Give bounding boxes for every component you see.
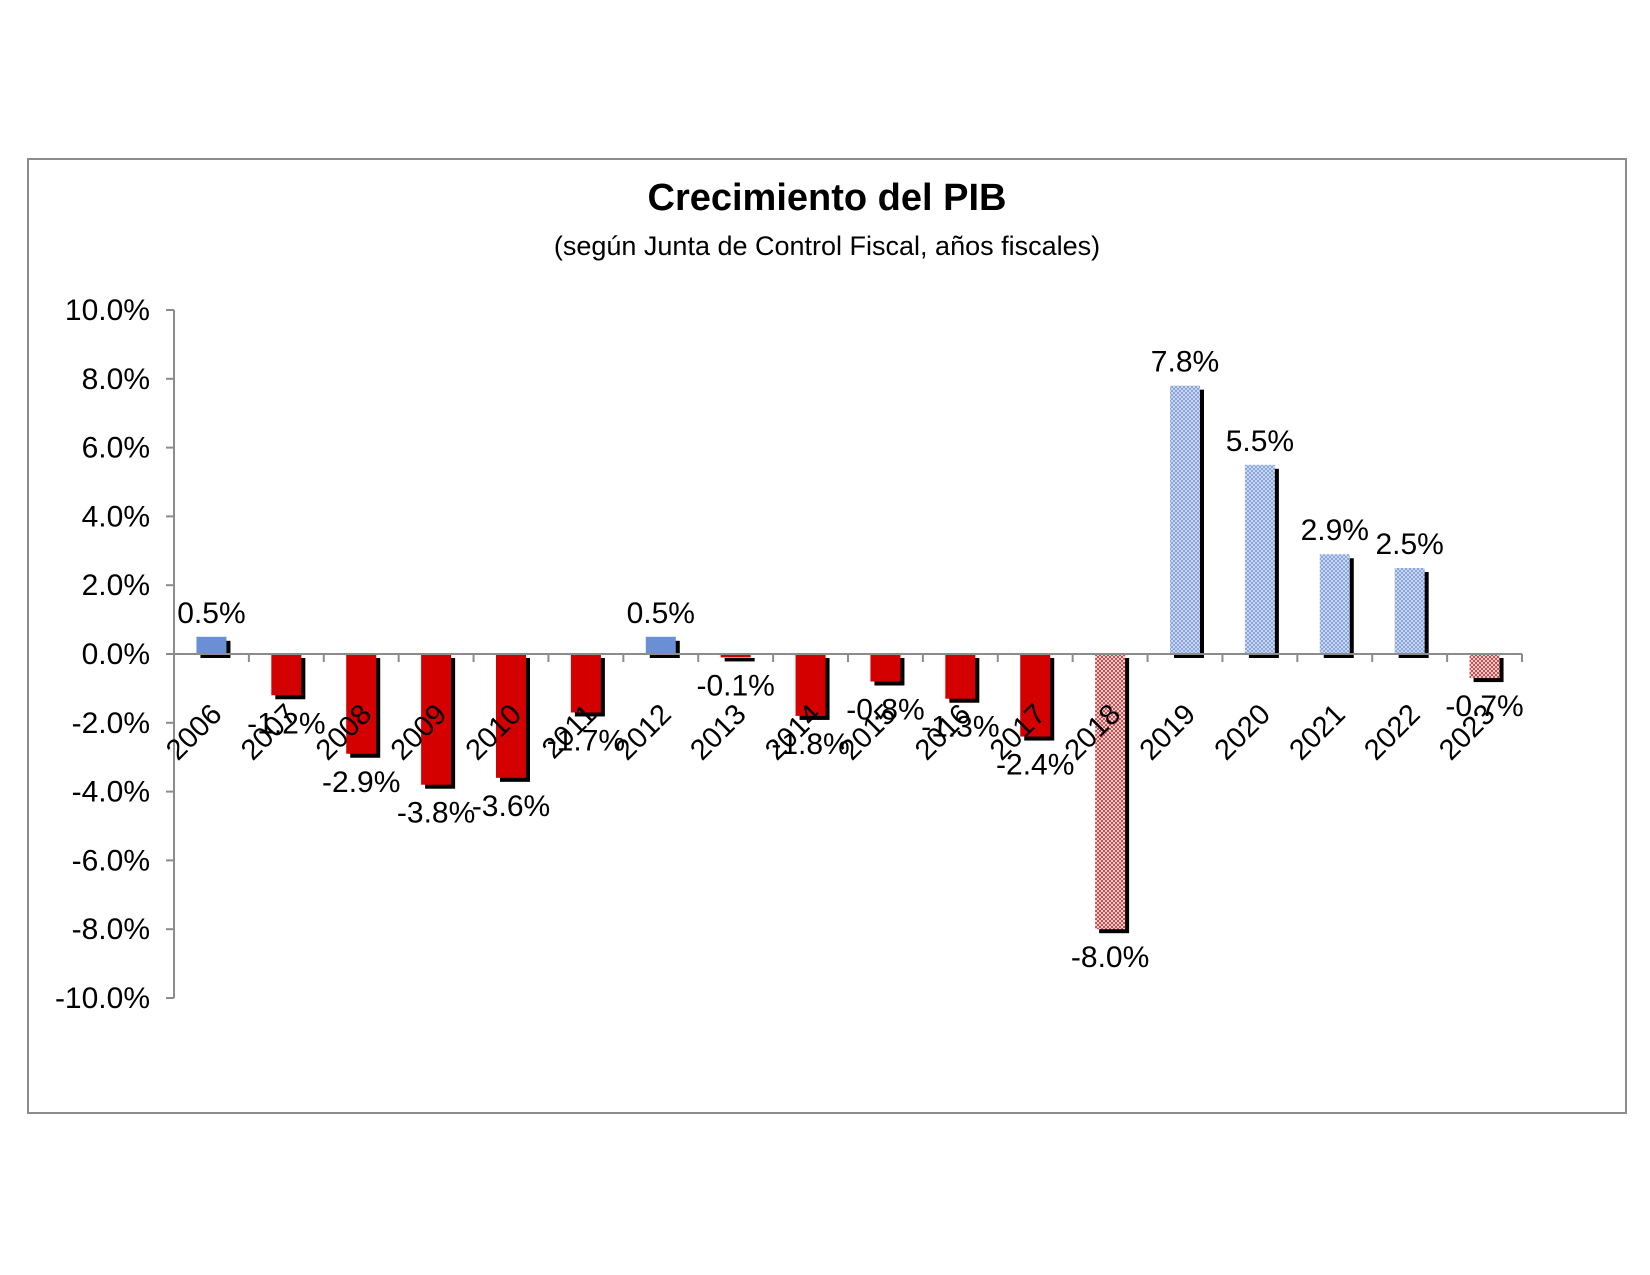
bar-2010 xyxy=(496,654,526,778)
bar-2011 xyxy=(570,654,601,713)
bar-2013 xyxy=(720,654,751,658)
x-tick-label-2022: 2022 xyxy=(1358,698,1426,766)
y-tick-label: -8.0% xyxy=(72,913,150,946)
x-tick-label-2019: 2019 xyxy=(1134,698,1202,766)
bar-2023 xyxy=(1469,654,1500,679)
y-tick-label: 4.0% xyxy=(82,500,150,533)
bar-2012 xyxy=(645,636,676,654)
data-label-2015: -0.8% xyxy=(846,694,924,727)
bar-2017 xyxy=(1020,654,1051,737)
y-tick-label: 8.0% xyxy=(82,363,150,396)
chart-subtitle: (según Junta de Control Fiscal, años fis… xyxy=(554,231,1100,261)
gdp-growth-chart: Crecimiento del PIB (según Junta de Cont… xyxy=(55,177,1524,1015)
y-tick-label: -2.0% xyxy=(72,707,150,740)
data-label-2011: -1.7% xyxy=(547,724,625,757)
data-label-2022: 2.5% xyxy=(1375,528,1443,561)
x-tick-label-2013: 2013 xyxy=(684,698,752,766)
x-tick-label-2020: 2020 xyxy=(1209,698,1277,766)
data-label-2007: -1.2% xyxy=(247,707,325,740)
data-label-2019: 7.8% xyxy=(1151,346,1219,379)
y-tick-label: 2.0% xyxy=(82,569,150,602)
data-label-2020: 5.5% xyxy=(1226,425,1294,458)
bar-2006 xyxy=(196,636,227,654)
y-tick-label: -10.0% xyxy=(55,982,150,1015)
data-label-2021: 2.9% xyxy=(1301,514,1369,547)
y-tick-label: 10.0% xyxy=(65,294,150,327)
bar-shadow xyxy=(724,658,755,662)
bar-2019 xyxy=(1170,385,1200,654)
y-tick-label: 6.0% xyxy=(82,432,150,465)
bar-2022 xyxy=(1394,568,1425,654)
bar-2007 xyxy=(271,654,302,696)
chart-title: Crecimiento del PIB xyxy=(648,177,1007,219)
data-label-2010: -3.6% xyxy=(472,790,550,823)
bar-2009 xyxy=(421,654,452,785)
bar-2008 xyxy=(346,654,377,754)
chart-frame: Crecimiento del PIB (según Junta de Cont… xyxy=(27,158,1627,1114)
data-label-2008: -2.9% xyxy=(322,766,400,799)
bar-2021 xyxy=(1319,554,1350,654)
y-tick-label: -6.0% xyxy=(72,844,150,877)
bar-2016 xyxy=(945,654,976,699)
data-label-2016: -1.3% xyxy=(921,711,999,744)
data-label-2017: -2.4% xyxy=(996,749,1074,782)
data-label-2012: 0.5% xyxy=(627,597,695,630)
data-label-2023: -0.7% xyxy=(1445,690,1523,723)
bar-2015 xyxy=(870,654,901,682)
data-labels: 0.5% -1.2% -2.9%-3.8%-3.6% -1.7% 0.5% -0.1% -1… xyxy=(177,346,1523,975)
y-tick-label: -4.0% xyxy=(72,776,150,809)
x-tick-label-2006: 2006 xyxy=(160,698,228,766)
bar-2014 xyxy=(795,654,826,716)
data-label-2014: -1.8% xyxy=(771,728,849,761)
y-axis: 10.0% 8.0% 6.0% 4.0% 2.0% 0.0% -2.0% -4.0% -6.0%… xyxy=(55,294,175,1015)
data-label-2018: -8.0% xyxy=(1071,941,1149,974)
bars xyxy=(196,385,1504,934)
data-label-2009: -3.8% xyxy=(397,797,475,830)
data-label-2013: -0.1% xyxy=(696,669,774,702)
y-tick-label: 0.0% xyxy=(82,638,150,671)
data-label-2006: 0.5% xyxy=(177,597,245,630)
bar-2020 xyxy=(1244,464,1275,654)
x-tick-label-2021: 2021 xyxy=(1283,698,1351,766)
bar-2018 xyxy=(1095,654,1126,930)
